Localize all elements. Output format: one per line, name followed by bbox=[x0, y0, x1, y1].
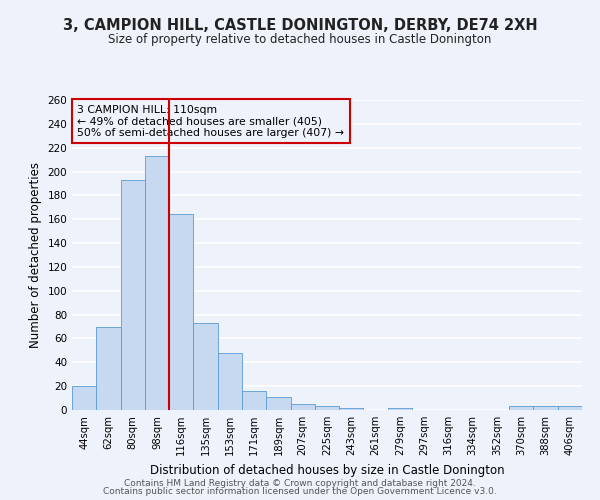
Text: 3 CAMPION HILL: 110sqm
← 49% of detached houses are smaller (405)
50% of semi-de: 3 CAMPION HILL: 110sqm ← 49% of detached… bbox=[77, 104, 344, 138]
Bar bbox=[388, 408, 412, 410]
Bar bbox=[533, 406, 558, 410]
Bar bbox=[509, 406, 533, 410]
Bar bbox=[169, 214, 193, 410]
Bar bbox=[72, 386, 96, 410]
Bar bbox=[339, 408, 364, 410]
Text: Contains HM Land Registry data © Crown copyright and database right 2024.: Contains HM Land Registry data © Crown c… bbox=[124, 478, 476, 488]
Bar bbox=[193, 323, 218, 410]
Text: 3, CAMPION HILL, CASTLE DONINGTON, DERBY, DE74 2XH: 3, CAMPION HILL, CASTLE DONINGTON, DERBY… bbox=[62, 18, 538, 32]
Bar bbox=[290, 404, 315, 410]
Text: Size of property relative to detached houses in Castle Donington: Size of property relative to detached ho… bbox=[109, 32, 491, 46]
Bar bbox=[266, 397, 290, 410]
Bar bbox=[121, 180, 145, 410]
Bar bbox=[558, 406, 582, 410]
Bar bbox=[145, 156, 169, 410]
Y-axis label: Number of detached properties: Number of detached properties bbox=[29, 162, 42, 348]
Bar bbox=[218, 353, 242, 410]
Bar bbox=[242, 391, 266, 410]
Bar bbox=[315, 406, 339, 410]
Text: Contains public sector information licensed under the Open Government Licence v3: Contains public sector information licen… bbox=[103, 487, 497, 496]
Bar bbox=[96, 326, 121, 410]
X-axis label: Distribution of detached houses by size in Castle Donington: Distribution of detached houses by size … bbox=[149, 464, 505, 476]
